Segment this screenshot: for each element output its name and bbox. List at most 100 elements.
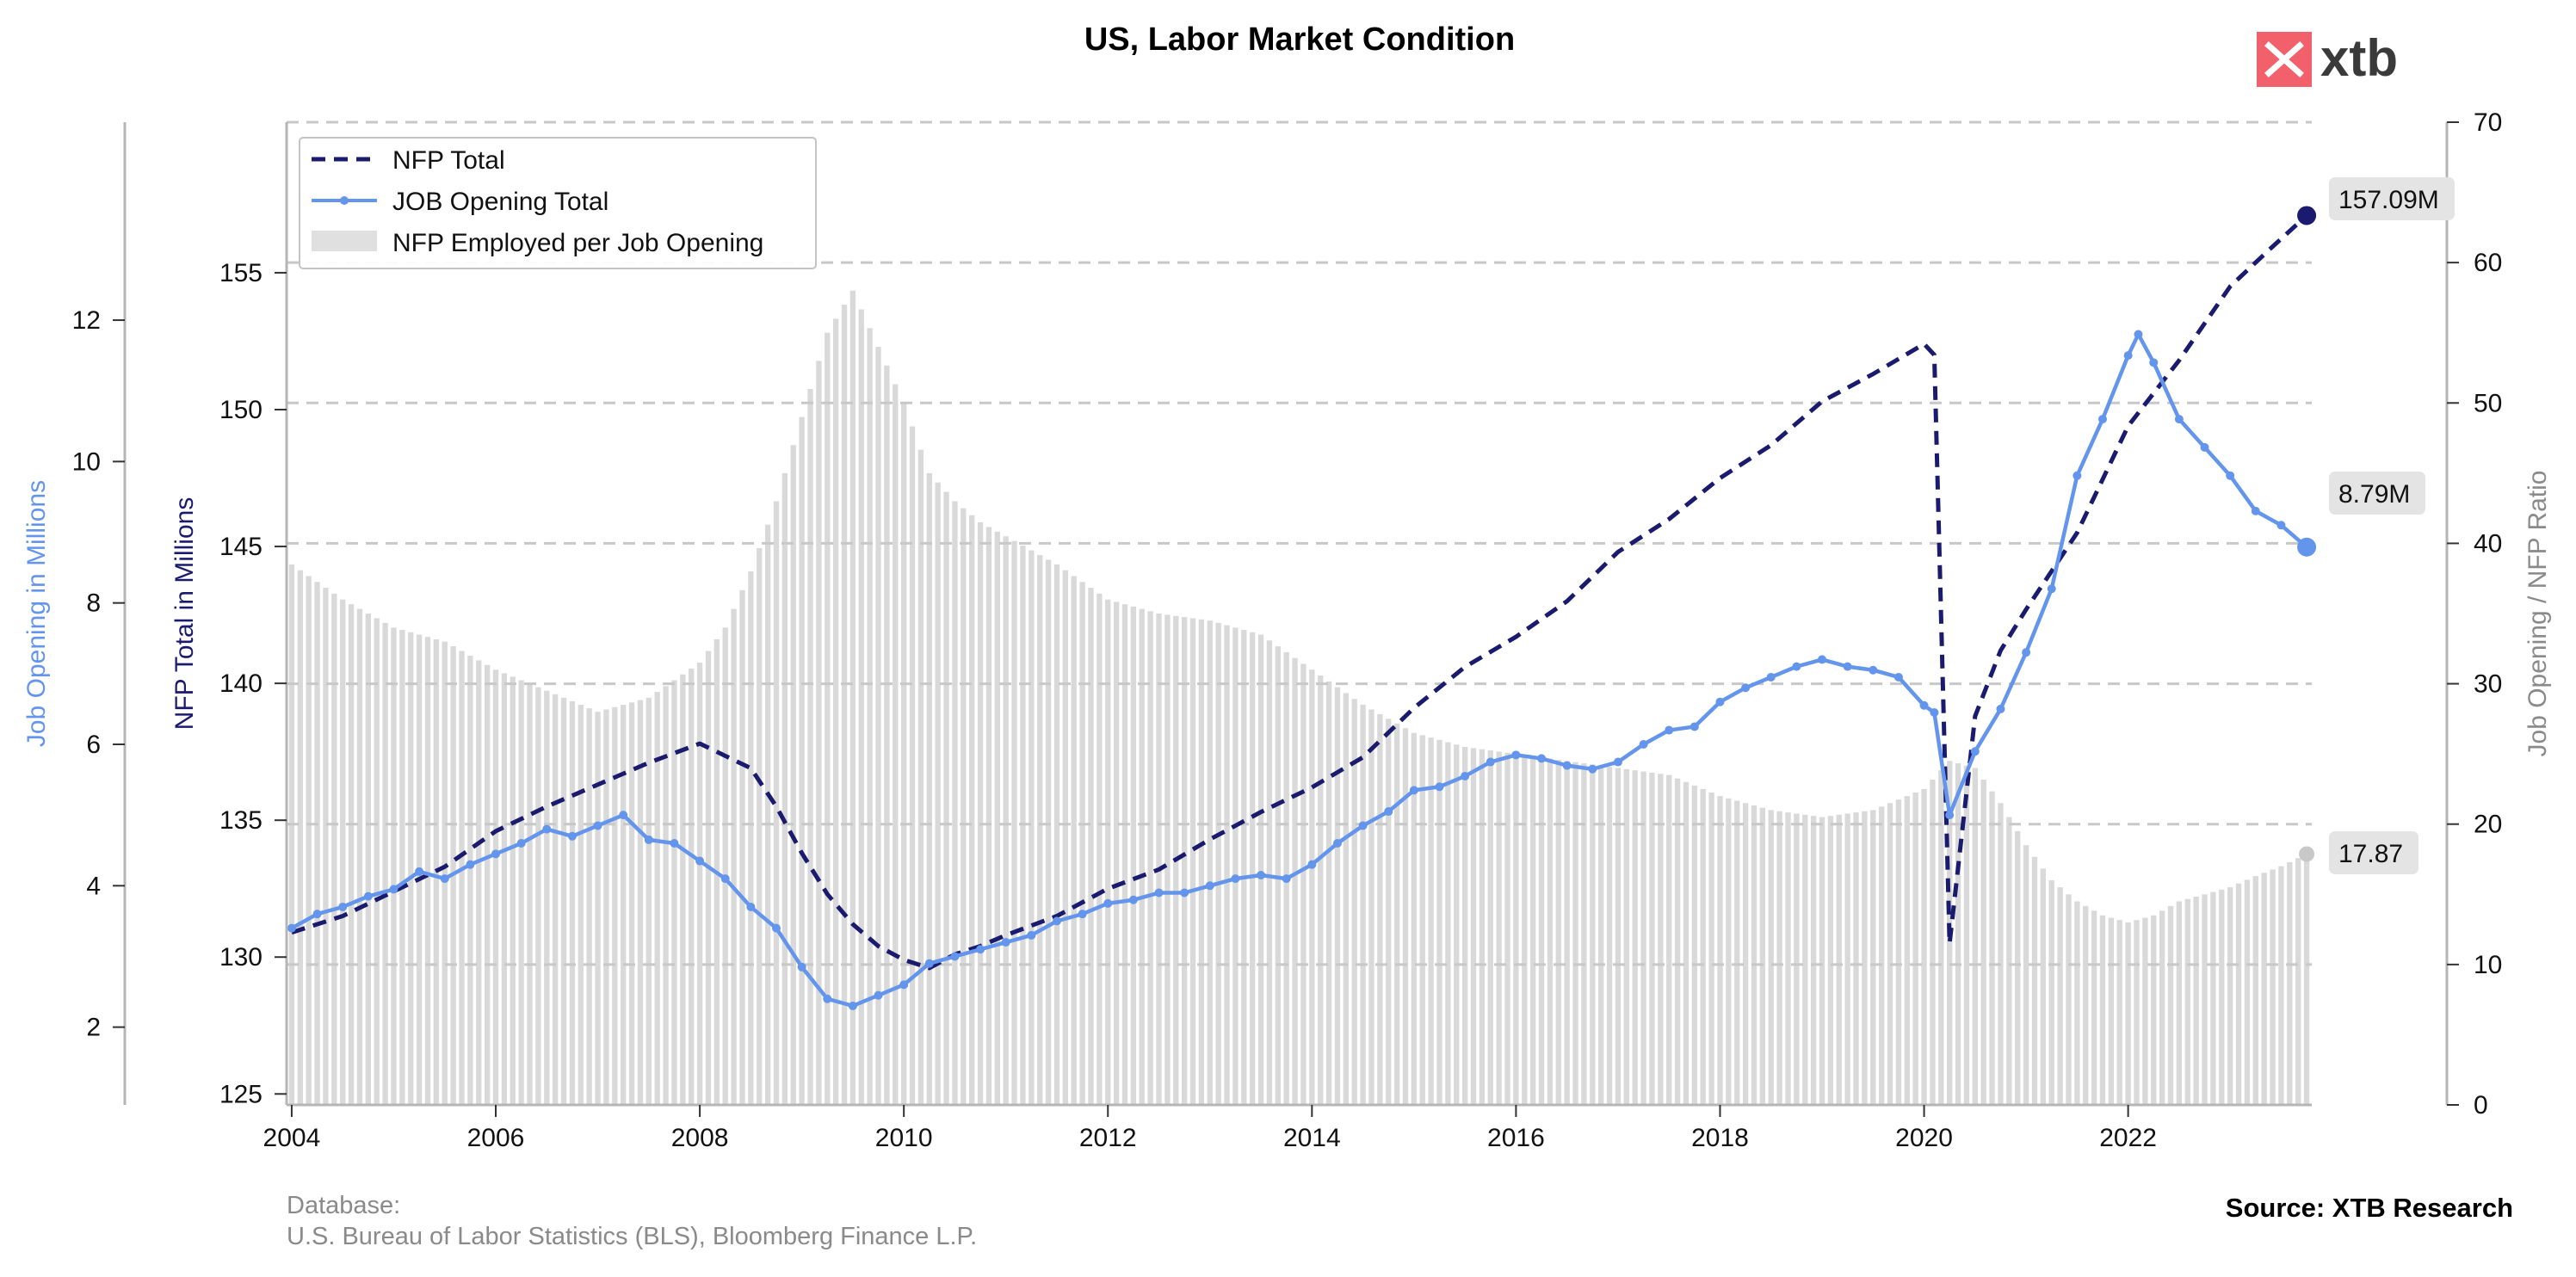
job-opening-point [1103, 898, 1113, 908]
ratio-bar [348, 604, 355, 1105]
ratio-bar [1164, 614, 1171, 1105]
ratio-bar [901, 403, 907, 1105]
ratio-bar [1887, 803, 1893, 1105]
ratio-bar [1139, 608, 1145, 1105]
job-opening-point [2149, 358, 2159, 367]
footnote-line-1: Database: [287, 1192, 400, 1219]
ratio-bar [739, 589, 745, 1105]
ratio-bar [492, 669, 499, 1105]
ratio-bar [1343, 693, 1349, 1105]
job-opening-point [1257, 870, 1266, 879]
ratio-bar [476, 660, 482, 1105]
ratio-bar [680, 674, 686, 1105]
ratio-bar [552, 694, 559, 1105]
legend: NFP Total JOB Opening Total NFP Employed… [299, 137, 817, 269]
nfp-total-line [291, 213, 2308, 971]
legend-box [299, 137, 817, 269]
ratio-bar [1003, 536, 1009, 1105]
ratio-bar [2176, 901, 2183, 1105]
ratio-bar [2134, 920, 2140, 1105]
chart-title: US, Labor Market Condition [1084, 22, 1515, 58]
ratio-bar [1529, 756, 1536, 1105]
ratio-bar [459, 651, 465, 1105]
ratio-bar [1360, 705, 1366, 1105]
job-opening-point [1665, 725, 1674, 735]
ratio-bar [1436, 739, 1442, 1105]
ratio-bar [1386, 719, 1392, 1105]
x-tick-label: 2008 [671, 1124, 729, 1152]
ratio-bar [1318, 676, 1324, 1105]
ratio-bar [1224, 625, 1230, 1105]
job-opening-point [1461, 771, 1470, 780]
ratio-bar [985, 527, 992, 1105]
ratio-bar [323, 588, 329, 1105]
left-inner-tick-label: 140 [219, 669, 263, 698]
ratio-bar [696, 663, 703, 1105]
ratio-bar [1088, 588, 1094, 1105]
ratio-bar [2270, 869, 2276, 1105]
ratio-bar [961, 508, 967, 1105]
job-opening-point [1307, 860, 1317, 869]
ratio-bar [1921, 788, 1927, 1105]
ratio-bar [1461, 746, 1468, 1105]
job-opening-point [338, 902, 348, 911]
ratio-bar [1113, 601, 1120, 1105]
x-tick-label: 2022 [2099, 1124, 2157, 1152]
ratio-bar [832, 318, 839, 1105]
ratio-bar [1606, 767, 1613, 1105]
job-opening-point [720, 874, 730, 884]
ratio-bar [1011, 540, 1017, 1105]
left-outer-axis-title: Job Opening in Millions [22, 480, 51, 747]
job-opening-point [1511, 750, 1521, 760]
ratio-bar [909, 426, 916, 1105]
ratio-bar [994, 531, 1000, 1105]
ratio-bar [926, 472, 932, 1105]
ratio-bar [1250, 632, 1256, 1105]
legend-marker-job-opening [340, 196, 349, 205]
ratio-bar [1853, 812, 1859, 1105]
ratio-bar [1071, 576, 1077, 1105]
ratio-bar [1581, 763, 1587, 1105]
ratio-bar [1759, 807, 1766, 1105]
ratio-bar [1257, 634, 1264, 1105]
job-opening-point [2123, 351, 2133, 361]
job-opening-point [1741, 683, 1751, 693]
ratio-bar [816, 361, 822, 1105]
ratio-bar [1037, 555, 1043, 1105]
left-inner-tick-label: 145 [219, 533, 263, 561]
job-opening-point [440, 874, 449, 884]
ratio-bar [1862, 811, 1868, 1105]
ratio-bar [374, 618, 380, 1105]
ratio-bar [977, 521, 984, 1105]
ratio-bar [722, 627, 728, 1105]
x-tick-label: 2016 [1487, 1124, 1545, 1152]
left-inner-tick-label: 125 [219, 1080, 263, 1108]
brand-name: xtb [2320, 29, 2398, 87]
ratio-bar [943, 491, 949, 1105]
job-opening-point [1282, 874, 1291, 884]
gridlines [287, 120, 2312, 966]
ratio-bar [2125, 922, 2131, 1105]
ratio-bar [1232, 627, 1239, 1105]
ratio-bar [1300, 663, 1307, 1105]
ratio-bar [2202, 894, 2208, 1105]
ratio-bar [2261, 873, 2267, 1105]
job-opening-point [695, 856, 705, 866]
ratio-bar [2108, 917, 2115, 1105]
ratio-bar [917, 449, 924, 1105]
end-label-nfp: 157.09M [2338, 186, 2439, 214]
ratio-bar [1045, 559, 1052, 1105]
ratio-bar [612, 706, 618, 1105]
left-outer-tick-label: 2 [86, 1014, 101, 1042]
ratio-bar [365, 614, 371, 1105]
ratio-bar [314, 582, 320, 1105]
ratio-bar [1402, 728, 1409, 1105]
ratio-bar [807, 388, 813, 1105]
job-opening-point [1690, 722, 1699, 731]
ratio-bar [1590, 764, 1596, 1105]
ratio-bar [1189, 618, 1196, 1105]
job-opening-point [874, 990, 883, 1000]
job-opening-point [1384, 807, 1393, 817]
right-tick-label: 0 [2474, 1091, 2488, 1120]
ratio-bar [1930, 780, 1936, 1105]
